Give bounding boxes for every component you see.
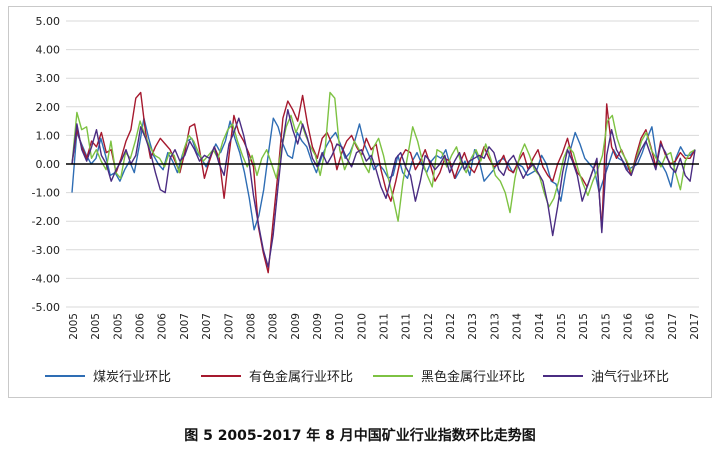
x-tick-label: 2007 <box>179 313 191 340</box>
x-tick-label: 2007 <box>223 313 235 340</box>
legend-label-coal: 煤炭行业环比 <box>93 370 171 385</box>
x-tick-label: 2017 <box>667 313 679 340</box>
series-line-0 <box>71 117 696 231</box>
x-tick-label: 2008 <box>268 313 280 340</box>
legend-label-ferrous: 黑色金属行业环比 <box>421 369 525 385</box>
series-lines <box>71 91 696 274</box>
x-tick-label: 2007 <box>201 313 213 340</box>
y-tick-label: 1.00 <box>36 129 61 142</box>
x-tick-label: 2014 <box>512 313 524 340</box>
series-line-2 <box>71 91 696 222</box>
line-chart: 5.00 4.00 3.00 2.00 1.00 0.00 -1.00 -2.00 -3.00 -… <box>32 15 701 385</box>
legend-item-coal: 煤炭行业环比 <box>45 370 171 385</box>
x-tick-label: 2014 <box>534 313 546 340</box>
x-tick-label: 2005 <box>68 313 80 340</box>
y-axis-ticks: 5.00 4.00 3.00 2.00 1.00 0.00 -1.00 -2.00 -3.00 -… <box>32 15 60 314</box>
x-tick-label: 2012 <box>423 313 435 340</box>
y-tick-label: 5.00 <box>36 15 61 28</box>
legend: 煤炭行业环比 有色金属行业环比 黑色金属行业环比 油气行业环比 <box>45 369 669 385</box>
x-tick-label: 2009 <box>290 313 302 340</box>
series-line-1 <box>71 91 696 274</box>
x-tick-label: 2005 <box>90 313 102 340</box>
x-tick-label: 2010 <box>356 313 368 340</box>
legend-item-oil-gas: 油气行业环比 <box>543 369 669 385</box>
x-tick-label: 2016 <box>622 313 634 340</box>
legend-label-oil-gas: 油气行业环比 <box>591 369 669 385</box>
x-tick-label: 2010 <box>334 313 346 340</box>
x-tick-label: 2017 <box>689 313 701 340</box>
y-tick-label: 3.00 <box>36 72 61 85</box>
x-axis-ticks: 2005 2005 2005 2006 2006 2007 2007 2007 2008 2008… <box>68 313 701 340</box>
x-tick-label: 2015 <box>600 313 612 340</box>
y-tick-label: -3.00 <box>32 244 60 257</box>
chart-frame: 5.00 4.00 3.00 2.00 1.00 0.00 -1.00 -2.00 -3.00 -… <box>8 6 712 398</box>
x-tick-label: 2006 <box>157 313 169 340</box>
x-tick-label: 2013 <box>489 313 501 340</box>
y-tick-label: 4.00 <box>36 44 61 57</box>
x-tick-label: 2013 <box>467 313 479 340</box>
y-tick-label: -5.00 <box>32 301 60 314</box>
y-tick-label: -1.00 <box>32 187 60 200</box>
y-tick-label: -4.00 <box>32 272 60 285</box>
x-tick-label: 2006 <box>135 313 147 340</box>
y-tick-label: 2.00 <box>36 101 61 114</box>
figure-caption: 图 5 2005-2017 年 8 月中国矿业行业指数环比走势图 <box>184 428 536 444</box>
x-tick-label: 2015 <box>556 313 568 340</box>
x-tick-label: 2011 <box>401 313 413 340</box>
x-tick-label: 2012 <box>445 313 457 340</box>
legend-item-ferrous: 黑色金属行业环比 <box>373 369 525 385</box>
x-tick-label: 2005 <box>112 313 124 340</box>
legend-item-nonferrous: 有色金属行业环比 <box>201 369 353 385</box>
y-tick-label: 0.00 <box>36 158 61 171</box>
x-tick-label: 2016 <box>645 313 657 340</box>
legend-label-nonferrous: 有色金属行业环比 <box>249 369 353 385</box>
x-tick-label: 2009 <box>312 313 324 340</box>
x-tick-label: 2008 <box>245 313 257 340</box>
x-tick-label: 2011 <box>379 313 391 340</box>
x-tick-label: 2015 <box>578 313 590 340</box>
series-line-3 <box>71 108 696 268</box>
y-tick-label: -2.00 <box>32 215 60 228</box>
